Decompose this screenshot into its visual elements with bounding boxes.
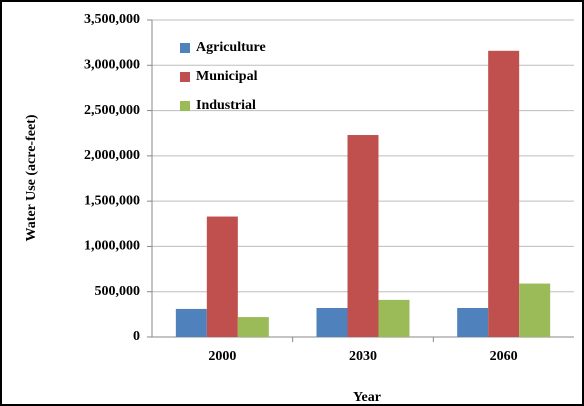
legend-label: Municipal — [196, 69, 258, 84]
bar — [488, 50, 520, 338]
x-tick-label: 2060 — [490, 349, 518, 364]
legend-label: Agriculture — [196, 40, 266, 55]
bar — [457, 308, 489, 337]
y-axis-label: Water Use (acre-feet) — [24, 114, 39, 241]
legend-swatch — [180, 43, 190, 53]
bar — [347, 135, 379, 337]
legend-swatch — [180, 72, 190, 82]
y-tick-label: 1,500,000 — [84, 193, 140, 208]
legend-swatch — [180, 101, 190, 111]
y-tick-label: 1,000,000 — [84, 239, 140, 254]
y-tick-label: 3,500,000 — [84, 12, 140, 27]
bar — [316, 308, 348, 337]
y-tick-label: 0 — [133, 329, 140, 344]
x-tick-label: 2000 — [208, 349, 236, 364]
y-tick-label: 3,000,000 — [84, 58, 140, 73]
y-tick-label: 500,000 — [95, 284, 141, 299]
bar — [378, 299, 410, 337]
bar — [206, 216, 238, 337]
legend-label: Industrial — [196, 98, 256, 113]
x-axis-label: Year — [353, 390, 381, 405]
bar — [237, 317, 269, 337]
x-tick-label: 2030 — [349, 349, 377, 364]
y-tick-label: 2,500,000 — [84, 103, 140, 118]
y-tick-label: 2,000,000 — [84, 148, 140, 163]
bar — [519, 283, 551, 337]
bar — [175, 308, 207, 337]
